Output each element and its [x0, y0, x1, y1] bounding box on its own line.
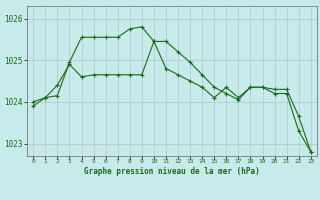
- X-axis label: Graphe pression niveau de la mer (hPa): Graphe pression niveau de la mer (hPa): [84, 167, 260, 176]
